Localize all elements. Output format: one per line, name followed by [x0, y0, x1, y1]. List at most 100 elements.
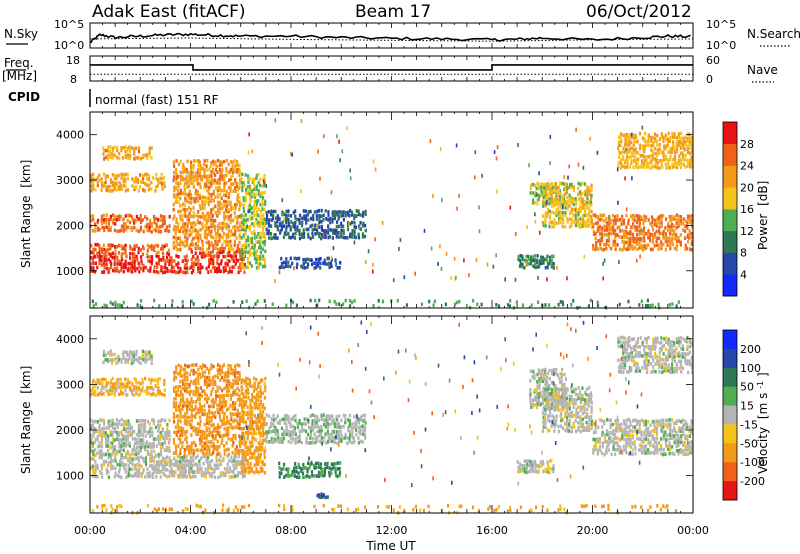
rti-cell	[667, 221, 670, 226]
rti-cell	[136, 266, 139, 271]
rti-cell	[127, 473, 130, 478]
rti-cell	[107, 470, 110, 474]
rti-cell	[238, 426, 241, 431]
rti-cell	[265, 422, 268, 426]
rti-cell	[226, 469, 229, 474]
rti-cell	[124, 463, 127, 467]
rti-cell	[196, 470, 199, 474]
rti-cell	[177, 265, 180, 270]
rti-cell	[118, 431, 121, 435]
rti-cell	[333, 228, 336, 232]
rti-cell	[216, 389, 219, 393]
rti-cell	[544, 265, 547, 270]
rti-cell	[148, 471, 151, 475]
rti-cell	[264, 438, 267, 442]
rti-cell	[166, 462, 169, 467]
rti-cell	[542, 258, 545, 262]
rti-cell	[150, 187, 153, 191]
rti-cell	[342, 224, 345, 229]
rti-cell	[283, 432, 286, 437]
rti-cell	[187, 184, 191, 188]
rti-cell	[253, 243, 256, 248]
rti-cell	[229, 200, 232, 205]
rti-cell	[207, 211, 210, 216]
rti-cell	[276, 236, 279, 240]
rti-cell	[123, 419, 126, 424]
rti-cell	[521, 262, 524, 267]
rti-cell	[645, 155, 648, 159]
rti-cell	[222, 397, 225, 402]
rti-cell	[255, 213, 258, 217]
rti-cell	[555, 182, 558, 186]
rti-cell	[605, 217, 608, 221]
rti-cell	[542, 223, 545, 228]
rti-cell	[249, 261, 252, 265]
rti-cell	[216, 170, 219, 174]
rti-cell	[135, 456, 138, 461]
rti-cell	[260, 391, 263, 395]
rti-cell	[546, 182, 549, 186]
rti-cell	[236, 459, 239, 464]
rti-cell	[133, 377, 136, 381]
rti-cell	[186, 378, 189, 382]
rti-cell	[142, 265, 145, 270]
rti-cell	[203, 447, 207, 451]
rti-cell	[232, 168, 235, 172]
rti-cell	[289, 430, 292, 434]
rti-cell	[157, 270, 160, 275]
rti-cell	[140, 474, 143, 479]
rti-cell	[218, 235, 221, 239]
rti-cell	[126, 188, 129, 192]
rti-cell	[149, 255, 152, 259]
rti-cell	[595, 243, 598, 248]
rti-cell	[96, 393, 99, 397]
rti-cell	[240, 416, 243, 420]
rti-cell	[677, 158, 681, 163]
rti-cell	[232, 441, 235, 445]
rti-cell	[129, 153, 132, 158]
rti-cell	[192, 451, 195, 456]
rti-cell	[172, 228, 175, 232]
power-ylabel-unit: [km]	[19, 160, 33, 188]
rti-cell	[296, 228, 299, 233]
rti-cell	[249, 217, 252, 222]
rti-cell	[196, 190, 199, 194]
rti-cell	[257, 199, 260, 203]
rti-cell	[257, 258, 260, 262]
rti-cell	[99, 470, 102, 474]
rti-cell	[186, 240, 189, 244]
rti-cell	[89, 418, 92, 423]
rti-cell	[219, 233, 222, 237]
rti-cell	[303, 214, 306, 218]
rti-cell	[218, 401, 221, 405]
rti-cell	[259, 177, 262, 182]
rti-cell	[94, 254, 97, 259]
rti-cell	[251, 251, 254, 256]
rti-cell	[590, 209, 593, 214]
rti-cell	[211, 167, 215, 172]
rti-cell	[137, 156, 140, 160]
rti-cell	[660, 135, 663, 139]
rti-cell	[222, 269, 226, 274]
rti-cell	[221, 422, 224, 426]
rti-cell	[131, 467, 134, 472]
rti-cell	[208, 368, 211, 373]
rti-cell	[126, 353, 129, 357]
rti-cell	[214, 433, 217, 438]
rti-cell	[156, 184, 159, 188]
rti-cell	[224, 254, 227, 259]
rti-cell	[142, 459, 145, 463]
rti-cell	[155, 228, 158, 233]
rti-cell	[144, 376, 147, 381]
rti-cell	[214, 374, 217, 378]
rti-cell	[278, 265, 281, 270]
rti-cell	[126, 268, 130, 273]
rti-cell	[346, 210, 350, 215]
rti-cell	[164, 259, 167, 263]
rti-cell	[282, 212, 284, 217]
rti-cell	[96, 451, 99, 456]
rti-cell	[675, 150, 678, 154]
rti-cell	[532, 264, 535, 268]
rti-cell	[675, 136, 678, 140]
rti-cell	[619, 229, 622, 233]
